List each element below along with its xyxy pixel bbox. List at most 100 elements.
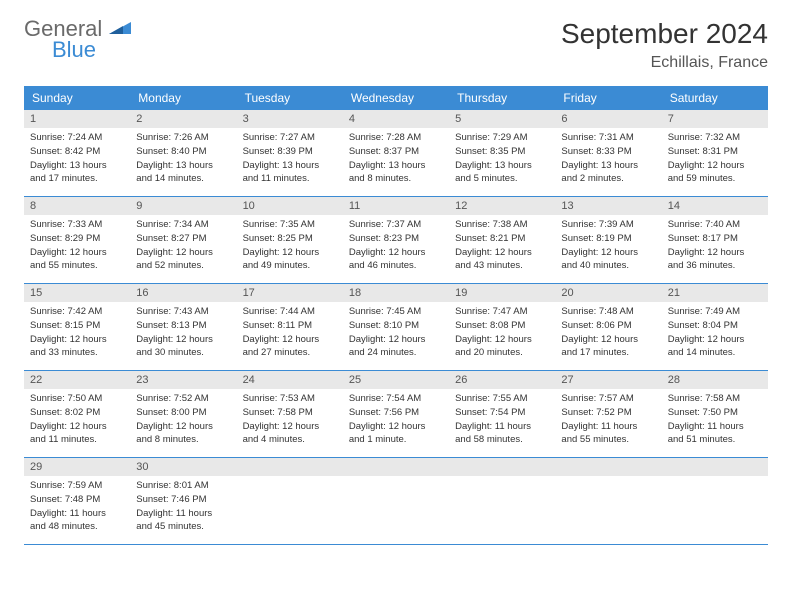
day-cell: 23Sunrise: 7:52 AMSunset: 8:00 PMDayligh… (130, 371, 236, 457)
day-line-ss: Sunset: 8:39 PM (243, 146, 337, 159)
day-line-sr: Sunrise: 7:29 AM (455, 132, 549, 145)
day-number: 4 (343, 110, 449, 128)
day-line-sr: Sunrise: 7:33 AM (30, 219, 124, 232)
week-row: 29Sunrise: 7:59 AMSunset: 7:48 PMDayligh… (24, 458, 768, 545)
day-number: 14 (662, 197, 768, 215)
day-cell: 9Sunrise: 7:34 AMSunset: 8:27 PMDaylight… (130, 197, 236, 283)
day-line-sr: Sunrise: 7:49 AM (668, 306, 762, 319)
day-line-ss: Sunset: 8:02 PM (30, 407, 124, 420)
day-line-d2: and 1 minute. (349, 434, 443, 447)
day-line-d1: Daylight: 12 hours (349, 247, 443, 260)
day-number: 19 (449, 284, 555, 302)
day-line-d1: Daylight: 12 hours (243, 247, 337, 260)
day-number: 18 (343, 284, 449, 302)
day-number: 27 (555, 371, 661, 389)
day-cell: 25Sunrise: 7:54 AMSunset: 7:56 PMDayligh… (343, 371, 449, 457)
day-line-ss: Sunset: 8:29 PM (30, 233, 124, 246)
day-body: Sunrise: 7:59 AMSunset: 7:48 PMDaylight:… (24, 476, 130, 541)
day-line-d1: Daylight: 12 hours (243, 421, 337, 434)
day-line-ss: Sunset: 8:15 PM (30, 320, 124, 333)
day-line-d1: Daylight: 12 hours (136, 247, 230, 260)
day-body: Sunrise: 7:42 AMSunset: 8:15 PMDaylight:… (24, 302, 130, 367)
day-line-sr: Sunrise: 7:37 AM (349, 219, 443, 232)
day-line-d1: Daylight: 12 hours (136, 334, 230, 347)
day-number: 10 (237, 197, 343, 215)
day-line-ss: Sunset: 8:04 PM (668, 320, 762, 333)
day-body: Sunrise: 7:38 AMSunset: 8:21 PMDaylight:… (449, 215, 555, 280)
day-line-sr: Sunrise: 7:50 AM (30, 393, 124, 406)
day-line-ss: Sunset: 7:52 PM (561, 407, 655, 420)
day-cell (555, 458, 661, 544)
day-line-ss: Sunset: 8:17 PM (668, 233, 762, 246)
day-line-d2: and 11 minutes. (243, 173, 337, 186)
day-number: 25 (343, 371, 449, 389)
day-line-d2: and 51 minutes. (668, 434, 762, 447)
day-line-sr: Sunrise: 7:55 AM (455, 393, 549, 406)
day-number: 11 (343, 197, 449, 215)
day-line-d1: Daylight: 13 hours (243, 160, 337, 173)
day-body: Sunrise: 7:45 AMSunset: 8:10 PMDaylight:… (343, 302, 449, 367)
day-body: Sunrise: 7:43 AMSunset: 8:13 PMDaylight:… (130, 302, 236, 367)
week-row: 22Sunrise: 7:50 AMSunset: 8:02 PMDayligh… (24, 371, 768, 458)
day-cell: 10Sunrise: 7:35 AMSunset: 8:25 PMDayligh… (237, 197, 343, 283)
day-body: Sunrise: 7:53 AMSunset: 7:58 PMDaylight:… (237, 389, 343, 454)
day-header: Sunday (24, 86, 130, 110)
day-line-sr: Sunrise: 8:01 AM (136, 480, 230, 493)
day-line-sr: Sunrise: 7:59 AM (30, 480, 124, 493)
day-line-d1: Daylight: 12 hours (30, 247, 124, 260)
day-cell: 15Sunrise: 7:42 AMSunset: 8:15 PMDayligh… (24, 284, 130, 370)
day-line-sr: Sunrise: 7:40 AM (668, 219, 762, 232)
day-line-sr: Sunrise: 7:39 AM (561, 219, 655, 232)
day-line-ss: Sunset: 7:46 PM (136, 494, 230, 507)
day-line-d2: and 43 minutes. (455, 260, 549, 273)
day-cell: 2Sunrise: 7:26 AMSunset: 8:40 PMDaylight… (130, 110, 236, 196)
week-row: 15Sunrise: 7:42 AMSunset: 8:15 PMDayligh… (24, 284, 768, 371)
day-body: Sunrise: 7:32 AMSunset: 8:31 PMDaylight:… (662, 128, 768, 193)
day-body: Sunrise: 7:33 AMSunset: 8:29 PMDaylight:… (24, 215, 130, 280)
day-line-d2: and 59 minutes. (668, 173, 762, 186)
day-cell: 1Sunrise: 7:24 AMSunset: 8:42 PMDaylight… (24, 110, 130, 196)
day-line-d2: and 58 minutes. (455, 434, 549, 447)
day-line-sr: Sunrise: 7:38 AM (455, 219, 549, 232)
day-line-d1: Daylight: 12 hours (668, 334, 762, 347)
day-number: 16 (130, 284, 236, 302)
day-line-sr: Sunrise: 7:31 AM (561, 132, 655, 145)
day-line-sr: Sunrise: 7:27 AM (243, 132, 337, 145)
day-number: 8 (24, 197, 130, 215)
day-cell: 21 Sunrise: 7:49 AMSunset: 8:04 PMDayligh… (662, 284, 768, 370)
day-line-d1: Daylight: 11 hours (136, 508, 230, 521)
day-number: 5 (449, 110, 555, 128)
day-header: Wednesday (343, 86, 449, 110)
day-body: Sunrise: 7:50 AMSunset: 8:02 PMDaylight:… (24, 389, 130, 454)
day-line-ss: Sunset: 8:25 PM (243, 233, 337, 246)
day-line-d2: and 45 minutes. (136, 521, 230, 534)
day-cell (343, 458, 449, 544)
day-line-ss: Sunset: 8:27 PM (136, 233, 230, 246)
day-body: Sunrise: 7:34 AMSunset: 8:27 PMDaylight:… (130, 215, 236, 280)
day-line-ss: Sunset: 8:10 PM (349, 320, 443, 333)
day-body: Sunrise: 7:35 AMSunset: 8:25 PMDaylight:… (237, 215, 343, 280)
day-line-sr: Sunrise: 7:57 AM (561, 393, 655, 406)
day-number: 26 (449, 371, 555, 389)
day-number: 21 (662, 284, 768, 302)
day-line-d2: and 14 minutes. (668, 347, 762, 360)
day-line-ss: Sunset: 8:00 PM (136, 407, 230, 420)
day-line-d2: and 33 minutes. (30, 347, 124, 360)
header: General Blue September 2024 Echillais, F… (24, 18, 768, 72)
day-number: 15 (24, 284, 130, 302)
day-number: 30 (130, 458, 236, 476)
day-line-sr: Sunrise: 7:34 AM (136, 219, 230, 232)
day-cell: 20Sunrise: 7:48 AMSunset: 8:06 PMDayligh… (555, 284, 661, 370)
day-line-sr: Sunrise: 7:28 AM (349, 132, 443, 145)
day-line-d2: and 55 minutes. (561, 434, 655, 447)
day-line-d1: Daylight: 12 hours (668, 160, 762, 173)
calendar: SundayMondayTuesdayWednesdayThursdayFrid… (24, 86, 768, 545)
day-line-ss: Sunset: 8:35 PM (455, 146, 549, 159)
day-number: 22 (24, 371, 130, 389)
day-line-d2: and 55 minutes. (30, 260, 124, 273)
day-number: 1 (24, 110, 130, 128)
day-line-d2: and 17 minutes. (561, 347, 655, 360)
title-block: September 2024 Echillais, France (561, 18, 768, 72)
day-number: 7 (662, 110, 768, 128)
day-cell: 13Sunrise: 7:39 AMSunset: 8:19 PMDayligh… (555, 197, 661, 283)
